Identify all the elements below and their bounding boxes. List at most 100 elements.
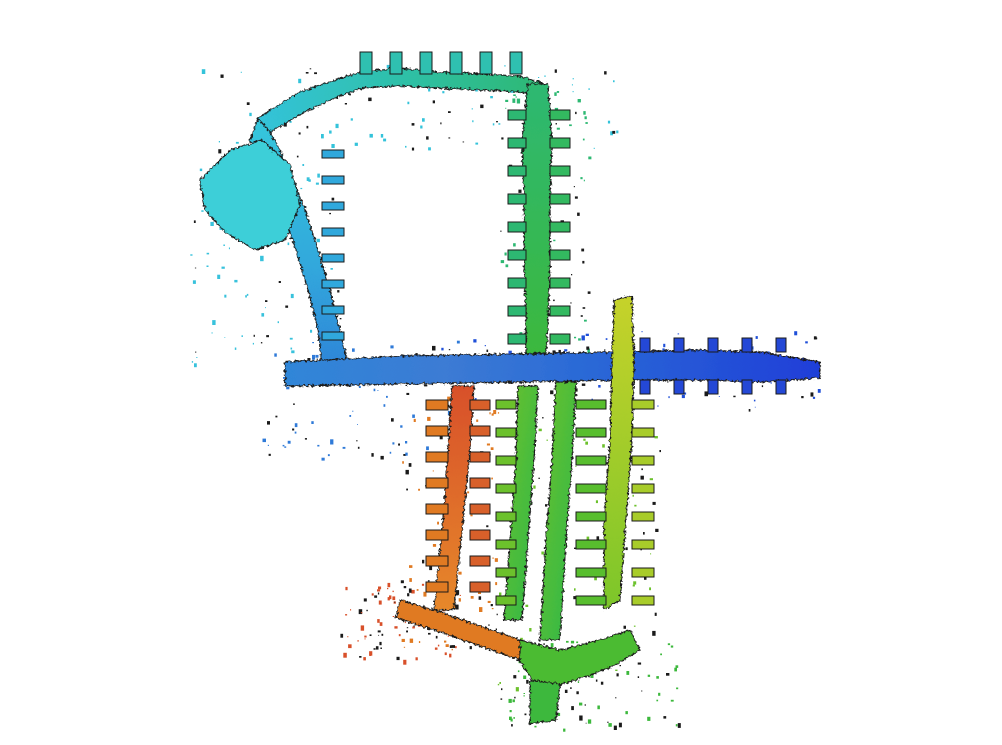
scatter-point <box>377 592 380 595</box>
scatter-point <box>805 341 808 344</box>
parking-bay <box>631 595 655 606</box>
scatter-point <box>544 75 546 77</box>
scatter-point <box>369 651 373 656</box>
scatter-point <box>349 93 351 96</box>
parking-bay <box>321 331 345 341</box>
parking-bay <box>495 595 517 606</box>
scatter-point <box>278 281 281 283</box>
scatter-point <box>316 238 320 243</box>
scatter-point <box>412 414 415 418</box>
scatter-point <box>211 332 213 334</box>
scatter-point <box>504 252 507 256</box>
scatter-point <box>444 640 447 643</box>
scatter-point <box>458 571 462 575</box>
scatter-point <box>440 122 442 125</box>
parking-bay <box>507 305 527 317</box>
scatter-point <box>512 98 516 103</box>
scatter-point <box>550 643 554 648</box>
scatter-point <box>576 641 579 644</box>
scatter-point <box>491 608 494 610</box>
parking-bay <box>389 51 403 75</box>
scatter-point <box>287 440 291 444</box>
scatter-point <box>286 386 290 390</box>
parking-bay <box>549 249 571 261</box>
scatter-point <box>439 435 443 440</box>
scatter-point <box>403 646 406 648</box>
scatter-point <box>647 674 651 677</box>
parking-bay <box>549 277 571 289</box>
scatter-point <box>415 353 418 357</box>
scatter-point <box>356 440 358 442</box>
parking-bay <box>321 279 345 289</box>
scatter-point <box>590 673 594 678</box>
scatter-point <box>570 640 575 644</box>
parking-bay <box>425 477 449 489</box>
scatter-point <box>274 353 277 357</box>
scatter-point <box>304 438 307 440</box>
scatter-point <box>574 336 577 339</box>
scatter-point <box>574 547 576 549</box>
scatter-point <box>813 336 817 340</box>
parking-bay <box>575 595 607 606</box>
scatter-point <box>192 280 196 284</box>
scatter-point <box>470 596 474 599</box>
scatter-point <box>563 728 566 732</box>
scatter-point <box>455 590 460 595</box>
parking-bay <box>575 567 607 578</box>
scatter-point <box>312 342 314 344</box>
scatter-point <box>386 64 390 69</box>
scatter-point <box>234 279 238 283</box>
scatter-point <box>582 260 585 264</box>
scatter-point <box>623 625 626 629</box>
scatter-point <box>427 416 431 421</box>
scatter-point <box>428 88 431 92</box>
scatter-point <box>573 186 575 188</box>
scatter-point <box>340 633 344 638</box>
scatter-point <box>441 347 444 351</box>
scatter-point <box>525 604 529 607</box>
parking-bay <box>575 427 607 438</box>
parking-bay <box>741 337 753 353</box>
scatter-point <box>585 333 589 336</box>
scatter-point <box>317 444 320 447</box>
scatter-point <box>489 412 491 415</box>
scatter-point <box>339 318 342 320</box>
scatter-point <box>656 699 659 702</box>
scatter-point <box>490 604 493 607</box>
scatter-point <box>377 589 381 592</box>
scatter-point <box>459 594 461 596</box>
scatter-point <box>598 385 601 388</box>
scatter-point <box>201 69 206 74</box>
scatter-point <box>223 244 225 246</box>
parking-bay <box>639 337 651 353</box>
scatter-point <box>212 320 216 325</box>
scatter-point <box>401 638 405 642</box>
scatter-point <box>411 589 415 594</box>
scatter-point <box>347 636 349 638</box>
scatter-point <box>403 586 407 589</box>
scatter-point <box>379 641 382 646</box>
scatter-point <box>509 710 512 713</box>
scatter-point <box>193 220 196 223</box>
scatter-point <box>475 142 479 145</box>
scatter-point <box>663 343 666 348</box>
scatter-point <box>357 424 358 425</box>
scatter-point <box>641 690 643 692</box>
scatter-point <box>575 465 577 467</box>
scatter-point <box>500 260 505 264</box>
scatter-point <box>486 525 489 528</box>
scatter-point <box>375 646 379 650</box>
scatter-point <box>511 724 513 727</box>
scatter-point <box>311 421 314 424</box>
scatter-point <box>394 601 396 603</box>
scatter-point <box>643 532 645 535</box>
parking-bay <box>631 539 655 550</box>
scatter-point <box>317 173 320 178</box>
scatter-point <box>447 396 451 402</box>
scatter-point <box>241 335 243 337</box>
scatter-point <box>505 107 507 109</box>
scatter-point <box>218 149 222 154</box>
scatter-point <box>403 659 407 665</box>
scatter-point <box>196 357 198 358</box>
